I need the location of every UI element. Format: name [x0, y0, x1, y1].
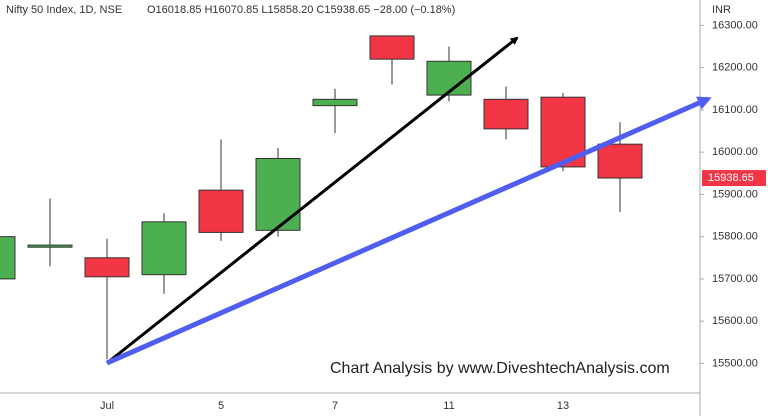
candle-body [426, 60, 472, 96]
x-tick-label: 5 [218, 400, 224, 412]
candle-body [312, 98, 358, 107]
candle-body [255, 157, 301, 231]
y-tick-label: 15500.00 [712, 357, 758, 369]
y-tick-label: 16200.00 [712, 62, 758, 74]
candle-body [0, 236, 16, 280]
watermark: Chart Analysis by www.DiveshtechAnalysis… [330, 360, 670, 377]
chart-title: Nifty 50 Index, 1D, NSE [6, 4, 122, 16]
candle-body [141, 221, 187, 276]
ohlc-header: O16018.85 H16070.85 L15858.20 C15938.65 … [147, 4, 455, 16]
y-tick-label: 15900.00 [712, 188, 758, 200]
y-tick-label: 15600.00 [712, 315, 758, 327]
y-tick-label: 16300.00 [712, 19, 758, 31]
candles [0, 35, 643, 360]
y-tick-label: 16100.00 [712, 104, 758, 116]
candle-body [597, 143, 643, 179]
y-tick-label: 16000.00 [712, 146, 758, 158]
y-axis-label: INR [712, 4, 731, 16]
candle-body [483, 98, 529, 130]
last-price-label: 15938.65 [708, 172, 754, 184]
trend-arrow [105, 96, 712, 366]
y-tick-label: 15700.00 [712, 273, 758, 285]
candle-body [84, 257, 130, 278]
candle-body [369, 35, 415, 60]
x-tick-label: 7 [332, 400, 338, 412]
candle-body [198, 189, 244, 233]
x-tick-label: 11 [443, 400, 454, 412]
trend-arrow [106, 36, 519, 365]
last-price-box [702, 170, 766, 187]
candle-body [27, 244, 73, 248]
x-tick-label: Jul [100, 400, 114, 412]
x-tick-label: 13 [557, 400, 569, 412]
y-tick-label: 15800.00 [712, 231, 758, 243]
